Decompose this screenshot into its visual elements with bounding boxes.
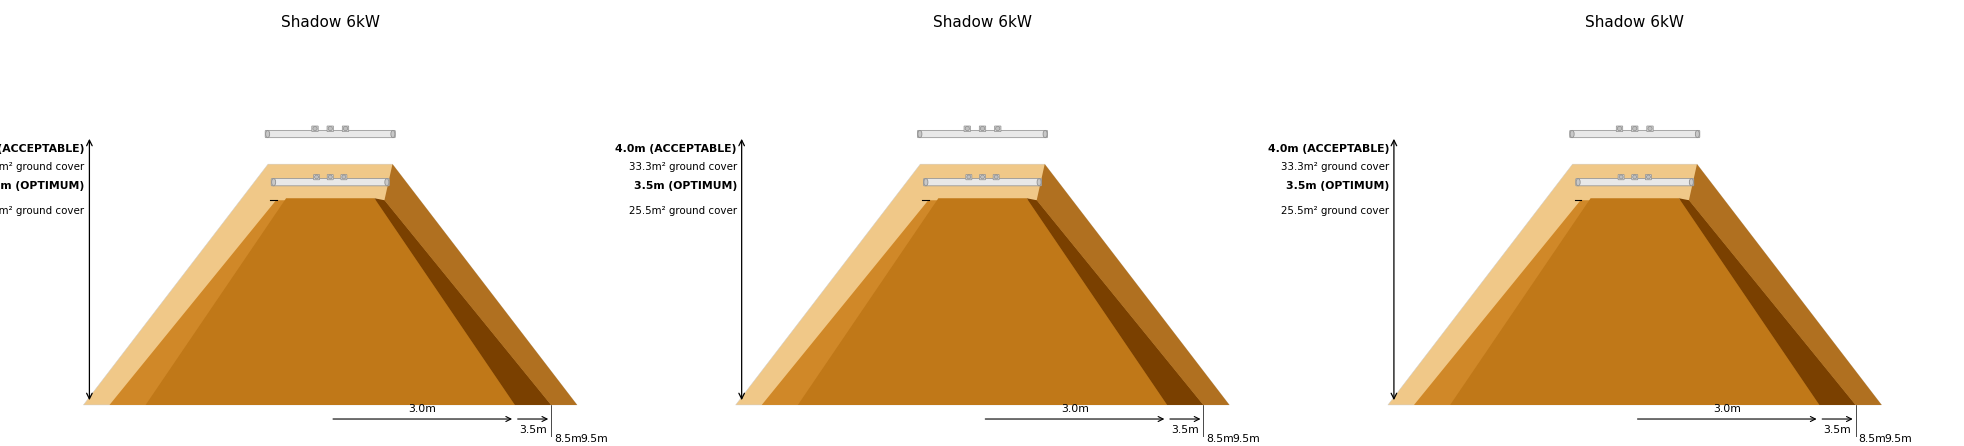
- Circle shape: [980, 175, 984, 179]
- Circle shape: [1632, 126, 1636, 131]
- FancyBboxPatch shape: [1644, 174, 1650, 180]
- Text: 4.0m (ACCEPTABLE): 4.0m (ACCEPTABLE): [0, 144, 84, 154]
- Ellipse shape: [1569, 130, 1573, 138]
- Ellipse shape: [1043, 130, 1047, 138]
- FancyBboxPatch shape: [314, 174, 320, 180]
- Text: 33.3m² ground cover: 33.3m² ground cover: [0, 162, 84, 172]
- Polygon shape: [1387, 164, 1882, 405]
- Circle shape: [344, 126, 348, 131]
- Text: 25.5m² ground cover: 25.5m² ground cover: [1281, 206, 1389, 216]
- FancyBboxPatch shape: [978, 126, 986, 132]
- Polygon shape: [1025, 198, 1202, 405]
- Polygon shape: [145, 198, 515, 405]
- Text: 8.5m: 8.5m: [1858, 434, 1885, 444]
- Polygon shape: [1677, 198, 1854, 405]
- Text: 3.0m: 3.0m: [1061, 404, 1088, 414]
- Polygon shape: [1414, 200, 1854, 405]
- FancyBboxPatch shape: [1575, 178, 1693, 186]
- Circle shape: [314, 175, 318, 179]
- FancyBboxPatch shape: [917, 130, 1047, 138]
- Ellipse shape: [917, 130, 921, 138]
- Polygon shape: [762, 200, 1202, 405]
- FancyBboxPatch shape: [966, 174, 972, 180]
- FancyBboxPatch shape: [1616, 126, 1622, 132]
- Text: 8.5m: 8.5m: [554, 434, 581, 444]
- Circle shape: [964, 126, 968, 131]
- Polygon shape: [375, 198, 550, 405]
- FancyBboxPatch shape: [964, 126, 970, 132]
- Circle shape: [966, 175, 970, 179]
- Ellipse shape: [923, 178, 927, 186]
- Ellipse shape: [391, 130, 395, 138]
- FancyBboxPatch shape: [1616, 174, 1624, 180]
- Text: 25.5m² ground cover: 25.5m² ground cover: [628, 206, 736, 216]
- Ellipse shape: [385, 178, 389, 186]
- Polygon shape: [385, 164, 577, 405]
- FancyBboxPatch shape: [342, 126, 348, 132]
- Circle shape: [1646, 175, 1650, 179]
- Circle shape: [342, 175, 346, 179]
- Circle shape: [980, 126, 984, 131]
- Text: 3.5m (OPTIMUM): 3.5m (OPTIMUM): [0, 181, 84, 191]
- Text: 33.3m² ground cover: 33.3m² ground cover: [628, 162, 736, 172]
- Text: 9.5m: 9.5m: [1231, 434, 1259, 444]
- Circle shape: [1618, 175, 1622, 179]
- Text: 3.5m: 3.5m: [1171, 425, 1198, 435]
- Text: 3.5m (OPTIMUM): 3.5m (OPTIMUM): [1284, 181, 1389, 191]
- Polygon shape: [1449, 198, 1819, 405]
- Text: 4.0m (ACCEPTABLE): 4.0m (ACCEPTABLE): [1267, 144, 1389, 154]
- Ellipse shape: [271, 178, 275, 186]
- FancyBboxPatch shape: [992, 174, 998, 180]
- FancyBboxPatch shape: [1630, 174, 1636, 180]
- FancyBboxPatch shape: [340, 174, 348, 180]
- Title: Shadow 6kW: Shadow 6kW: [933, 15, 1031, 30]
- FancyBboxPatch shape: [923, 178, 1041, 186]
- Text: 9.5m: 9.5m: [1883, 434, 1911, 444]
- FancyBboxPatch shape: [328, 174, 334, 180]
- FancyBboxPatch shape: [994, 126, 1000, 132]
- FancyBboxPatch shape: [1646, 126, 1652, 132]
- Circle shape: [1616, 126, 1620, 131]
- Text: 3.0m: 3.0m: [409, 404, 436, 414]
- FancyBboxPatch shape: [312, 126, 318, 132]
- Circle shape: [1648, 126, 1652, 131]
- Text: 3.5m (OPTIMUM): 3.5m (OPTIMUM): [632, 181, 736, 191]
- Polygon shape: [1037, 164, 1229, 405]
- Text: 25.5m² ground cover: 25.5m² ground cover: [0, 206, 84, 216]
- Polygon shape: [735, 164, 1229, 405]
- Circle shape: [996, 126, 1000, 131]
- Polygon shape: [1689, 164, 1882, 405]
- Ellipse shape: [1575, 178, 1579, 186]
- Text: 3.0m: 3.0m: [1713, 404, 1740, 414]
- Title: Shadow 6kW: Shadow 6kW: [1585, 15, 1683, 30]
- Polygon shape: [797, 198, 1167, 405]
- Ellipse shape: [265, 130, 269, 138]
- Circle shape: [328, 175, 332, 179]
- Circle shape: [994, 175, 998, 179]
- FancyBboxPatch shape: [1569, 130, 1699, 138]
- Text: 3.5m: 3.5m: [518, 425, 546, 435]
- FancyBboxPatch shape: [326, 126, 334, 132]
- Text: 33.3m² ground cover: 33.3m² ground cover: [1281, 162, 1389, 172]
- FancyBboxPatch shape: [978, 174, 986, 180]
- Polygon shape: [82, 164, 577, 405]
- Ellipse shape: [1695, 130, 1699, 138]
- Circle shape: [1632, 175, 1636, 179]
- Ellipse shape: [1037, 178, 1041, 186]
- Circle shape: [312, 126, 316, 131]
- Text: 9.5m: 9.5m: [579, 434, 607, 444]
- Circle shape: [328, 126, 332, 131]
- FancyBboxPatch shape: [271, 178, 389, 186]
- Text: 4.0m (ACCEPTABLE): 4.0m (ACCEPTABLE): [615, 144, 736, 154]
- Polygon shape: [110, 200, 550, 405]
- FancyBboxPatch shape: [265, 130, 395, 138]
- Title: Shadow 6kW: Shadow 6kW: [281, 15, 379, 30]
- Text: 8.5m: 8.5m: [1206, 434, 1233, 444]
- FancyBboxPatch shape: [1630, 126, 1638, 132]
- Text: 3.5m: 3.5m: [1823, 425, 1850, 435]
- Ellipse shape: [1689, 178, 1693, 186]
